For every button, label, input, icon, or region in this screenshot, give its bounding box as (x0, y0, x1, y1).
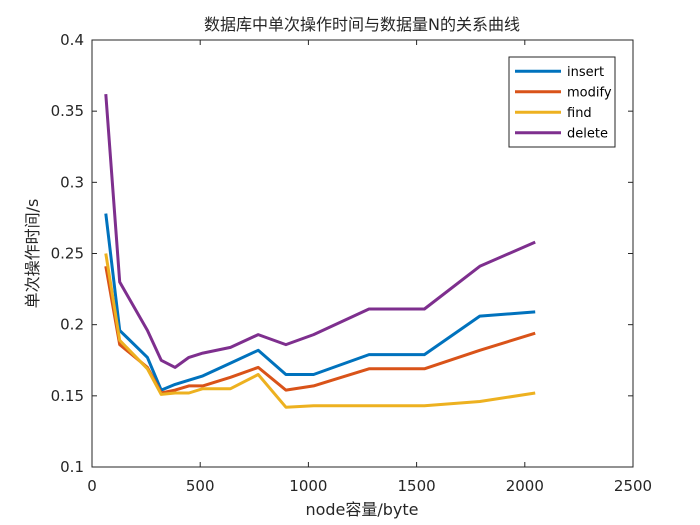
x-axis-label: node容量/byte (305, 500, 418, 519)
legend-label-delete: delete (567, 126, 608, 141)
legend: insert modify find delete (508, 56, 616, 148)
x-tick-label: 500 (186, 477, 215, 495)
y-tick-label: 0.25 (51, 245, 84, 263)
y-tick-label: 0.15 (51, 387, 84, 405)
x-tick-label: 2000 (506, 477, 544, 495)
chart-title: 数据库中单次操作时间与数据量N的关系曲线 (204, 15, 520, 34)
series-lines (104, 93, 536, 409)
y-tick-label: 0.1 (60, 458, 84, 476)
x-tick-label: 1000 (289, 477, 327, 495)
y-tick-label: 0.4 (60, 31, 84, 49)
x-tick-label: 1500 (398, 477, 436, 495)
y-axis-ticks: 0.1 0.15 0.2 0.25 0.3 0.35 0.4 (51, 31, 633, 476)
x-tick-label: 0 (87, 477, 97, 495)
y-tick-label: 0.3 (60, 173, 84, 191)
series-line-find (104, 253, 536, 409)
y-tick-label: 0.2 (60, 316, 84, 334)
y-axis-label: 单次操作时间/s (23, 199, 42, 309)
series-line-insert (104, 213, 536, 392)
legend-label-modify: modify (567, 85, 612, 100)
x-axis-ticks: 0 500 1000 1500 2000 2500 (87, 40, 652, 495)
y-tick-label: 0.35 (51, 102, 84, 120)
series-line-delete (104, 93, 536, 369)
legend-label-insert: insert (567, 65, 604, 80)
legend-label-find: find (567, 106, 592, 121)
x-tick-label: 2500 (614, 477, 652, 495)
